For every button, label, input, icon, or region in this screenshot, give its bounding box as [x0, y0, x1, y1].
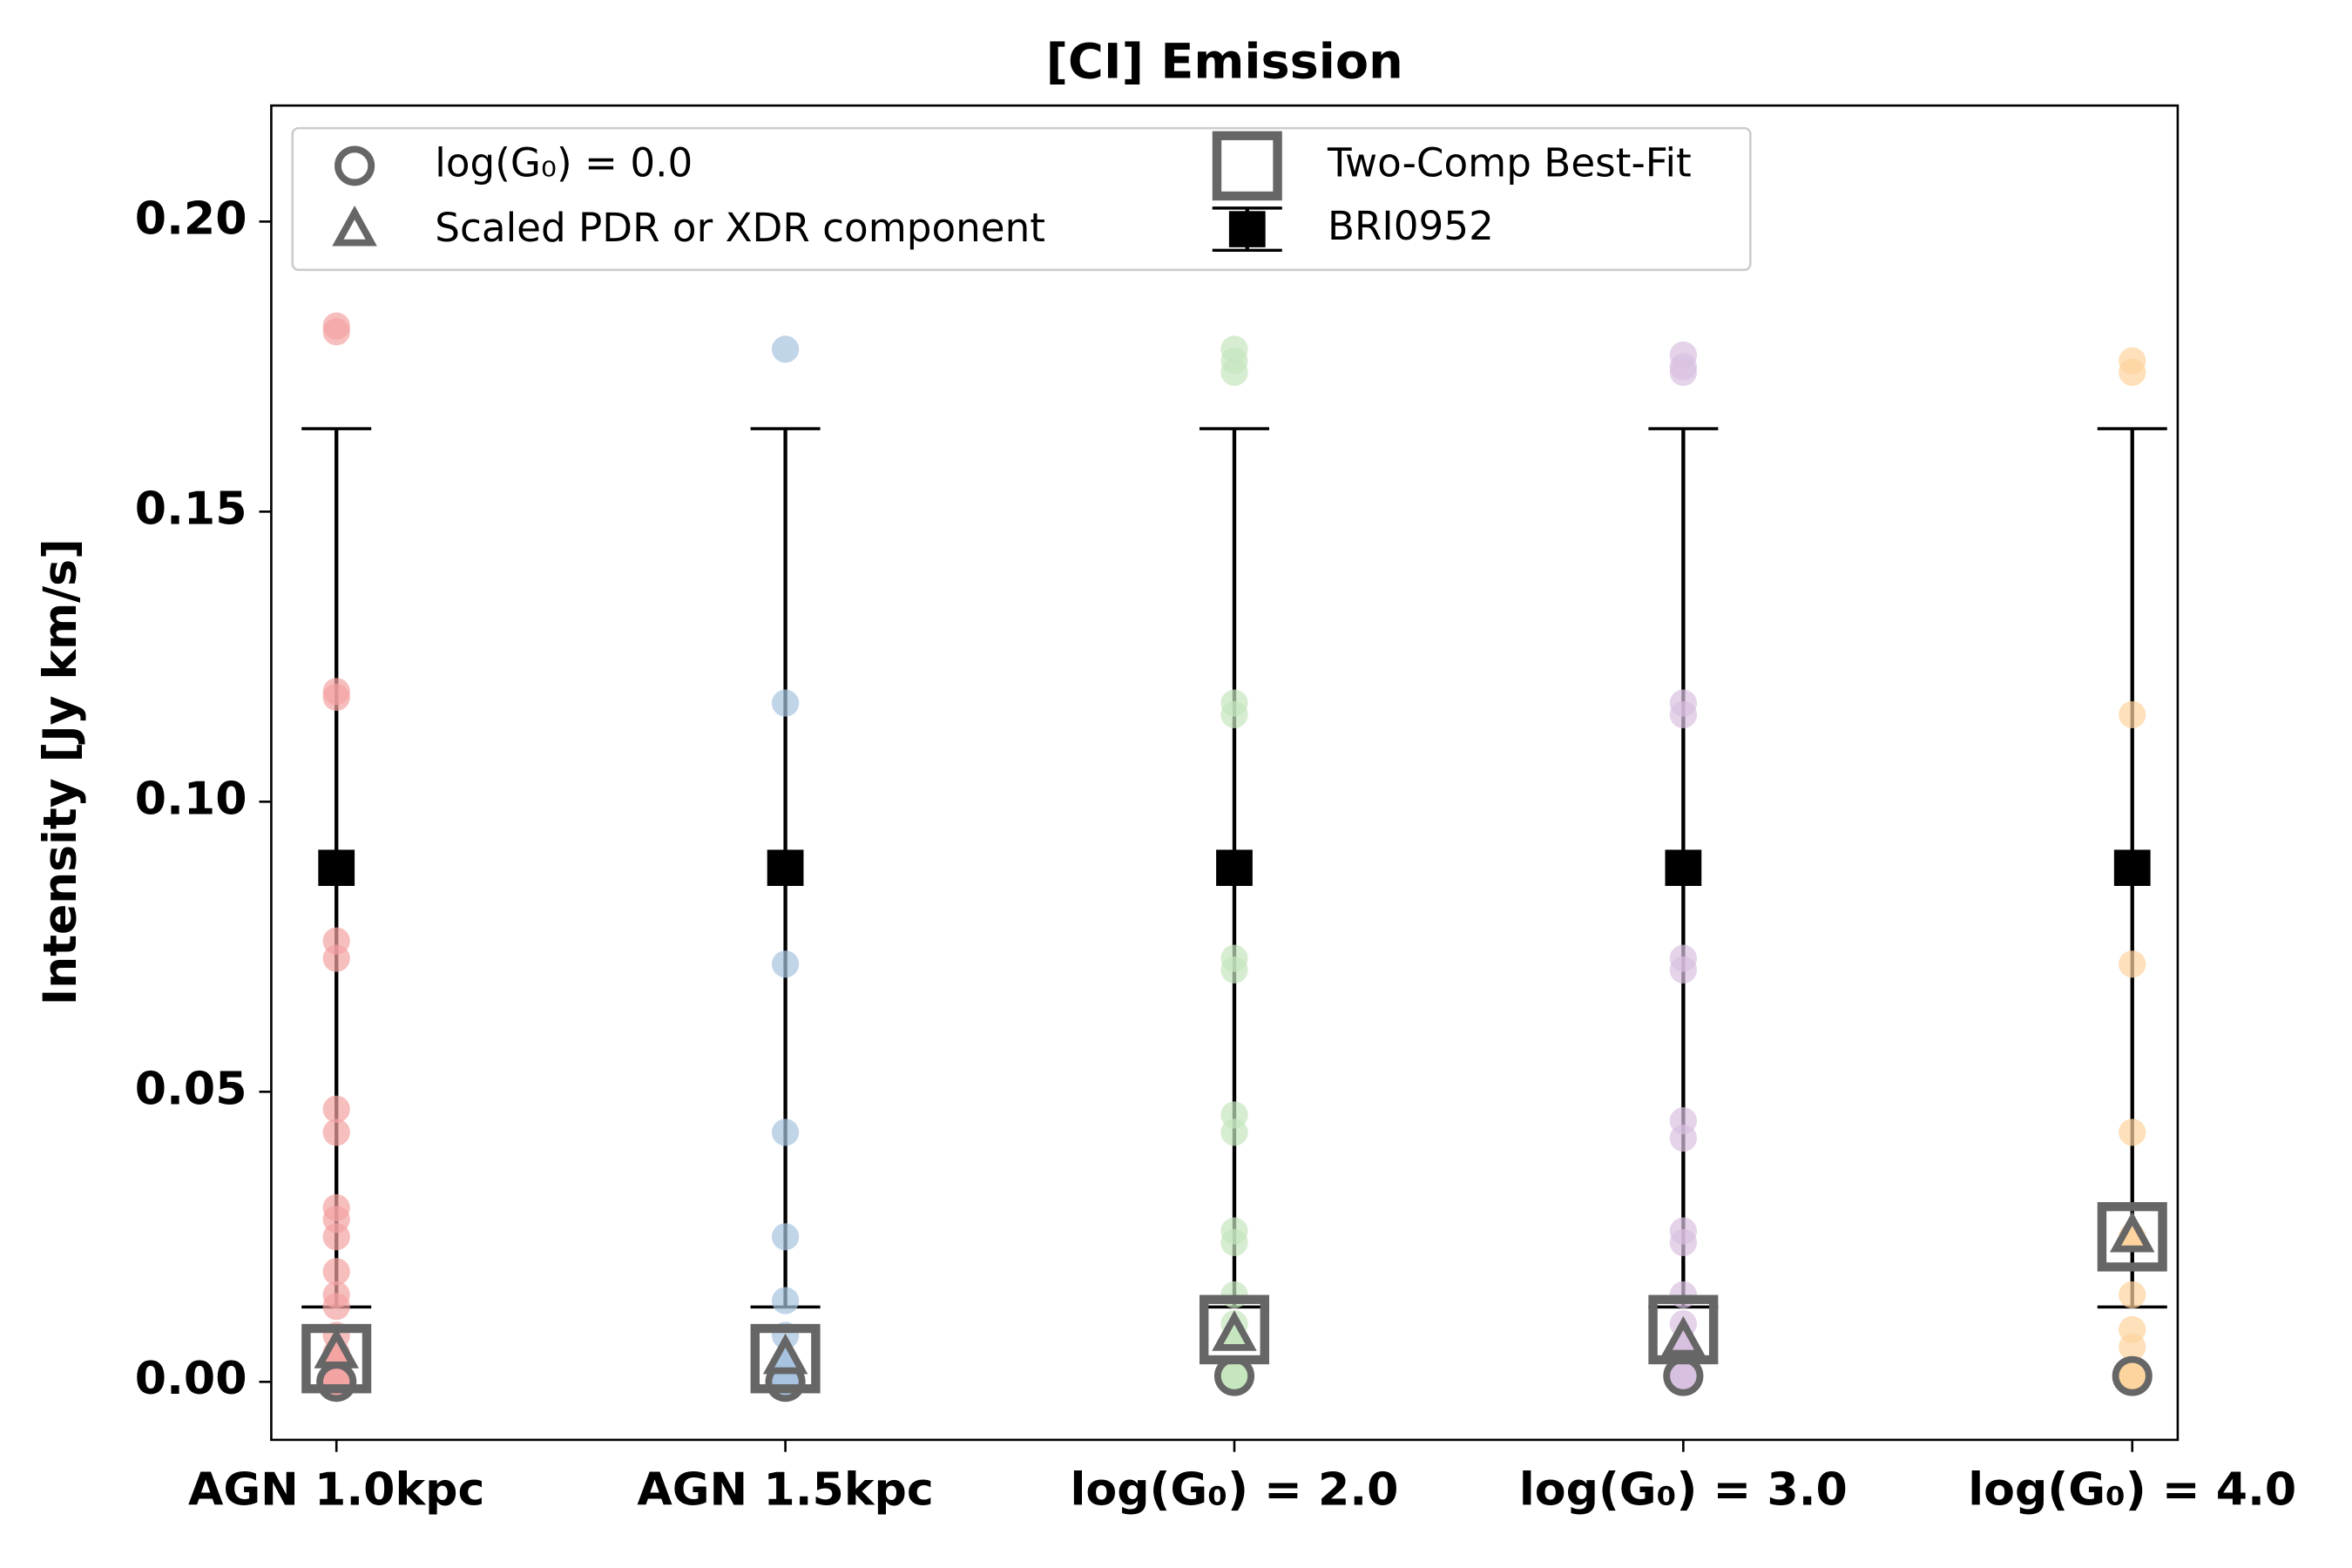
model-point — [322, 1293, 350, 1321]
model-point — [2119, 358, 2146, 387]
model-point — [1669, 700, 1698, 728]
model-point — [1220, 358, 1248, 387]
model-point — [322, 1223, 350, 1251]
square-marker — [1648, 1294, 1719, 1365]
model-point — [322, 312, 350, 340]
y-axis-label: Intensity [Jy km/s] — [35, 538, 87, 1005]
model-point — [2119, 1119, 2146, 1146]
model-point — [322, 1095, 350, 1123]
circle-marker — [335, 145, 375, 186]
model-point — [1669, 1281, 1698, 1308]
model-point — [771, 689, 800, 717]
model-point — [2119, 700, 2146, 728]
model-point — [322, 944, 350, 972]
model-point — [771, 335, 800, 363]
model-point — [1220, 700, 1248, 728]
circle-marker — [1213, 1355, 1255, 1396]
data-point — [2113, 849, 2151, 887]
legend: log(G₀) = 0.0 Scaled PDR or XDR component… — [291, 126, 1752, 272]
legend-label: log(G₀) = 0.0 — [435, 139, 693, 186]
model-point — [1220, 1119, 1248, 1146]
plot-frame — [270, 104, 2180, 1442]
model-point — [771, 1119, 800, 1146]
chart-title: [CI] Emission — [1046, 34, 1403, 91]
legend-frame — [291, 126, 1752, 272]
triangle-marker — [2109, 1211, 2155, 1253]
model-point — [771, 1287, 800, 1315]
circle-marker — [316, 1362, 357, 1402]
triangle-marker — [332, 205, 377, 247]
triangle-marker — [314, 1328, 359, 1369]
data-point — [767, 849, 804, 887]
square-marker — [2097, 1201, 2167, 1272]
square-marker — [1212, 131, 1282, 201]
x-tick-label: AGN 1.5kpc — [637, 1464, 933, 1517]
square-marker — [750, 1323, 821, 1394]
model-point — [1220, 1281, 1248, 1308]
model-point — [1220, 1228, 1248, 1257]
model-point — [322, 1119, 350, 1146]
x-tick-label: log(G₀) = 4.0 — [1968, 1464, 2296, 1517]
data-point — [318, 849, 355, 887]
legend-label: Two-Comp Best-Fit — [1327, 139, 1692, 186]
y-tick-label: 0.10 — [135, 773, 247, 825]
x-tick-label: log(G₀) = 3.0 — [1519, 1464, 1848, 1517]
model-point — [2119, 1333, 2146, 1361]
model-point — [1220, 956, 1248, 984]
y-tick-label: 0.20 — [135, 193, 247, 245]
square-marker — [1199, 1294, 1269, 1365]
y-tick-label: 0.05 — [135, 1063, 247, 1115]
model-point — [771, 950, 800, 978]
model-point — [771, 1223, 800, 1251]
model-point — [1669, 1125, 1698, 1152]
y-tick-label: 0.15 — [135, 483, 247, 535]
data-point — [1665, 849, 1702, 887]
model-point — [1669, 956, 1698, 984]
model-point — [322, 1258, 350, 1286]
model-point — [2119, 1281, 2146, 1308]
model-point — [2119, 950, 2146, 978]
x-tick-label: log(G₀) = 2.0 — [1070, 1464, 1398, 1517]
x-tick-label: AGN 1.0kpc — [188, 1464, 484, 1517]
triangle-marker — [1660, 1315, 1707, 1357]
triangle-marker — [762, 1333, 808, 1375]
legend-label: BRI0952 — [1328, 203, 1494, 249]
model-point — [322, 683, 350, 712]
circle-marker — [2112, 1355, 2153, 1396]
model-point — [1669, 358, 1698, 387]
model-point — [1669, 1228, 1698, 1257]
circle-marker — [1663, 1355, 1704, 1396]
data-point — [1228, 211, 1266, 247]
square-marker — [301, 1323, 372, 1394]
legend-label: Scaled PDR or XDR component — [435, 205, 1045, 251]
y-tick-label: 0.00 — [135, 1353, 247, 1405]
data-point — [1216, 849, 1253, 887]
triangle-marker — [1212, 1310, 1257, 1351]
